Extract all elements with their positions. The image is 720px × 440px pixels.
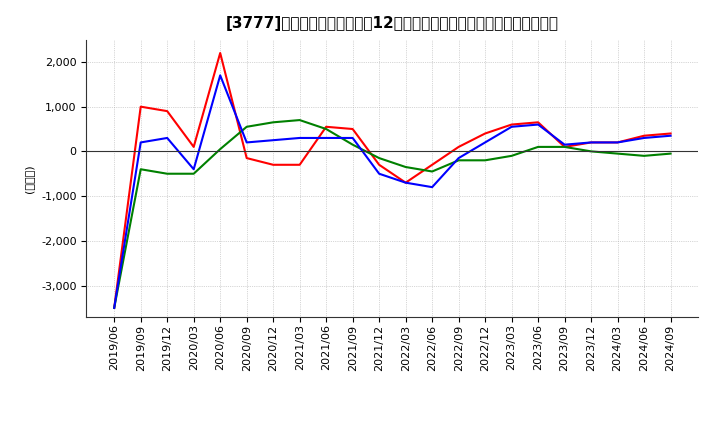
フリーCF — [428, 184, 436, 190]
投資CF — [587, 149, 595, 154]
営業CF — [375, 162, 384, 168]
投資CF — [481, 158, 490, 163]
フリーCF — [454, 155, 463, 161]
営業CF — [666, 131, 675, 136]
フリーCF — [666, 133, 675, 138]
投資CF — [428, 169, 436, 174]
Line: フリーCF: フリーCF — [114, 75, 670, 308]
Title: [3777]　キャッシュフローの12か月移動合計の対前年同期増減額の推移: [3777] キャッシュフローの12か月移動合計の対前年同期増減額の推移 — [226, 16, 559, 32]
営業CF — [189, 144, 198, 150]
営業CF — [454, 144, 463, 150]
フリーCF — [322, 136, 330, 141]
投資CF — [269, 120, 277, 125]
フリーCF — [613, 140, 622, 145]
投資CF — [163, 171, 171, 176]
営業CF — [136, 104, 145, 109]
フリーCF — [560, 142, 569, 147]
フリーCF — [269, 138, 277, 143]
営業CF — [163, 109, 171, 114]
フリーCF — [534, 122, 542, 127]
投資CF — [508, 153, 516, 158]
フリーCF — [295, 136, 304, 141]
投資CF — [136, 167, 145, 172]
営業CF — [243, 155, 251, 161]
営業CF — [269, 162, 277, 168]
投資CF — [110, 305, 119, 311]
フリーCF — [587, 140, 595, 145]
投資CF — [243, 124, 251, 129]
営業CF — [401, 180, 410, 185]
営業CF — [481, 131, 490, 136]
フリーCF — [640, 136, 649, 141]
営業CF — [560, 144, 569, 150]
フリーCF — [189, 167, 198, 172]
営業CF — [428, 162, 436, 168]
営業CF — [587, 140, 595, 145]
フリーCF — [481, 140, 490, 145]
投資CF — [613, 151, 622, 156]
投資CF — [454, 158, 463, 163]
営業CF — [640, 133, 649, 138]
フリーCF — [401, 180, 410, 185]
投資CF — [348, 142, 357, 147]
営業CF — [534, 120, 542, 125]
投資CF — [216, 147, 225, 152]
営業CF — [322, 124, 330, 129]
営業CF — [348, 126, 357, 132]
フリーCF — [163, 136, 171, 141]
Line: 投資CF: 投資CF — [114, 120, 670, 308]
営業CF — [613, 140, 622, 145]
フリーCF — [136, 140, 145, 145]
投資CF — [640, 153, 649, 158]
フリーCF — [216, 73, 225, 78]
営業CF — [508, 122, 516, 127]
フリーCF — [243, 140, 251, 145]
フリーCF — [110, 305, 119, 311]
営業CF — [216, 50, 225, 55]
投資CF — [295, 117, 304, 123]
Line: 営業CF: 営業CF — [114, 53, 670, 308]
投資CF — [534, 144, 542, 150]
営業CF — [110, 305, 119, 311]
投資CF — [189, 171, 198, 176]
投資CF — [560, 144, 569, 150]
投資CF — [666, 151, 675, 156]
Y-axis label: (百万円): (百万円) — [24, 164, 34, 193]
フリーCF — [348, 136, 357, 141]
営業CF — [295, 162, 304, 168]
フリーCF — [375, 171, 384, 176]
フリーCF — [508, 124, 516, 129]
投資CF — [322, 126, 330, 132]
投資CF — [375, 155, 384, 161]
投資CF — [401, 165, 410, 170]
